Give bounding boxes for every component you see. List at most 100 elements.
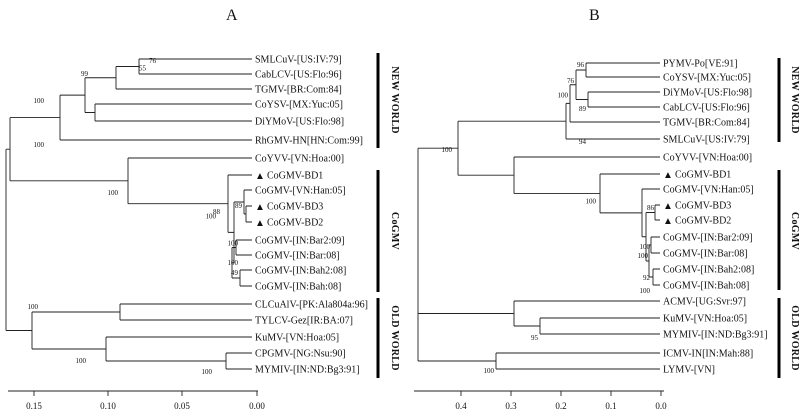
bootstrap-value: 100	[108, 189, 119, 197]
leaf-label: ACMV-[UG:Svr:97]	[663, 297, 746, 308]
bootstrap-value: 100	[206, 213, 217, 221]
leaf-label: CoYSV-[MX:Yuc:05]	[663, 73, 751, 84]
leaf-label: CoGMV-[IN:Bar2:09]	[663, 233, 753, 244]
bootstrap-value: 100	[638, 252, 649, 260]
group-label-cogmv: CoGMV	[789, 212, 800, 251]
branch-b-c4	[569, 84, 660, 123]
branch-b-newworld	[457, 120, 566, 176]
leaf-label: CabLCV-[US:Flo:96]	[255, 70, 342, 81]
group-label-cogmv: CoGMV	[389, 212, 400, 251]
bootstrap-value: 88	[213, 208, 221, 216]
leaf-label: ICMV-IN[IN:Mah:88]	[663, 349, 753, 360]
leaf-label: CoGMV-BD1	[675, 170, 731, 181]
axis-tick-label: 0.05	[174, 401, 190, 411]
branch-a-c10	[243, 189, 252, 215]
branch-a-c7	[239, 269, 252, 287]
branch-a-c9	[245, 205, 252, 223]
group-label-newworld: NEW WORLD	[789, 66, 800, 134]
branch-a-c13	[127, 157, 252, 205]
marker-triangle-icon: ▲	[663, 170, 673, 181]
branch-a-c5	[59, 94, 252, 141]
branch-b-c2	[587, 91, 660, 108]
branch-b-c14	[539, 317, 660, 335]
branch-a-c3	[94, 103, 252, 122]
marker-triangle-icon: ▲	[255, 171, 265, 182]
leaf-label: CoGMV-[IN:Bah:08]	[255, 282, 341, 293]
axis-tick-label: 0.4	[455, 401, 467, 411]
branch-a-c4	[84, 77, 116, 113]
branch-a-c15	[225, 352, 252, 370]
branch-b-c16	[495, 352, 660, 370]
leaf-label: CoGMV-[IN:Bar:08]	[255, 251, 340, 262]
leaf-label: SMLCuV-[US:IV:79]	[255, 55, 342, 66]
bootstrap-value: 76	[149, 57, 157, 65]
group-label-oldworld: OLD WORLD	[789, 305, 800, 371]
branch-a-c2	[115, 66, 252, 90]
bootstrap-value: 100	[202, 368, 213, 376]
bootstrap-value: 100	[28, 303, 39, 311]
bootstrap-value: 96	[577, 61, 585, 69]
axis-tick-label: 0.15	[26, 401, 42, 411]
axis-tick-label: 0.2	[555, 401, 566, 411]
branch-b-c7	[650, 236, 660, 254]
branch-a-newworld	[9, 117, 128, 182]
branch-a-c6	[235, 239, 252, 256]
marker-triangle-icon: ▲	[255, 202, 265, 213]
leaf-label: DiYMoV-[US:Flo:98]	[663, 88, 752, 99]
marker-triangle-icon: ▲	[255, 218, 265, 229]
leaf-label: CoGMV-[IN:Bah2:08]	[255, 266, 346, 277]
bootstrap-value: 100	[558, 92, 569, 100]
bootstrap-value: 99	[81, 70, 89, 78]
leaf-label: CoGMV-BD3	[267, 202, 323, 213]
group-label-newworld: NEW WORLD	[389, 66, 400, 134]
leaf-label: CoYVV-[VN:Hoa:00]	[255, 154, 344, 165]
branch-b-c15	[513, 300, 660, 327]
axis-tick-label: 0.0	[655, 401, 667, 411]
bootstrap-value: 89	[579, 105, 587, 113]
leaf-label: CPGMV-[NG:Nsu:90]	[255, 349, 346, 360]
leaf-label: LYMV-[VN]	[663, 365, 715, 376]
bootstrap-value: 100	[586, 197, 597, 205]
leaf-label: CoYSV-[MX:Yuc:05]	[255, 100, 343, 111]
leaf-label: MYMIV-[IN:ND:Bg3:91]	[255, 365, 360, 376]
leaf-label: RhGMV-HN[HN:Com:99]	[255, 136, 363, 147]
leaf-label: CoGMV-[IN:Bar:08]	[663, 249, 748, 260]
bootstrap-value: 100	[34, 97, 45, 105]
bootstrap-value: 100	[76, 357, 87, 365]
branch-a-c14	[119, 303, 252, 321]
leaf-label: CoGMV-BD2	[675, 216, 731, 227]
bootstrap-value: 55	[139, 65, 147, 73]
bootstrap-value: 76	[567, 77, 575, 85]
bootstrap-value: 100	[442, 146, 453, 154]
panel-b-label: B	[589, 7, 600, 24]
leaf-label: TGMV-[BR:Com:84]	[255, 85, 342, 96]
leaf-label: CoGMV-BD1	[267, 171, 323, 182]
bootstrap-value: 100	[640, 287, 651, 295]
leaf-label: CLCuAlV-[PK:Ala804a:96]	[255, 300, 368, 311]
marker-triangle-icon: ▲	[663, 201, 673, 212]
bootstrap-value: 100	[484, 367, 495, 375]
bootstrap-value: 100	[640, 243, 651, 251]
leaf-label: CoGMV-BD2	[267, 218, 323, 229]
leaf-label: CoGMV-BD3	[675, 201, 731, 212]
leaf-label: CabLCV-[US:Flo:96]	[663, 103, 750, 114]
leaf-label: CoGMV-[IN:Bah2:08]	[663, 265, 754, 276]
bootstrap-value: 86	[647, 204, 655, 212]
leaf-label: KuMV-[VN:Hoa:05]	[663, 314, 747, 325]
branch-b-c6	[654, 204, 660, 221]
axis-tick-label: 0.3	[505, 401, 517, 411]
bootstrap-value: 95	[531, 334, 539, 342]
leaf-label: SMLCuV-[US:IV:79]	[663, 135, 750, 146]
panel-a-label: A	[226, 7, 238, 24]
leaf-label: TYLCV-Gez[IR:BA:07]	[255, 316, 353, 327]
bootstrap-value: 100	[228, 259, 239, 267]
axis-tick-label: 0.10	[100, 401, 116, 411]
axis-tick-label: 0.1	[605, 401, 616, 411]
branch-a-root	[5, 148, 32, 331]
leaf-label: KuMV-[VN:Hoa:05]	[255, 333, 339, 344]
leaf-label: CoGMV-[VN:Han:05]	[663, 185, 754, 196]
leaf-label: TGMV-[BR:Com:84]	[663, 118, 750, 129]
branch-b-c8	[652, 268, 660, 286]
branch-a-c16	[105, 336, 252, 362]
